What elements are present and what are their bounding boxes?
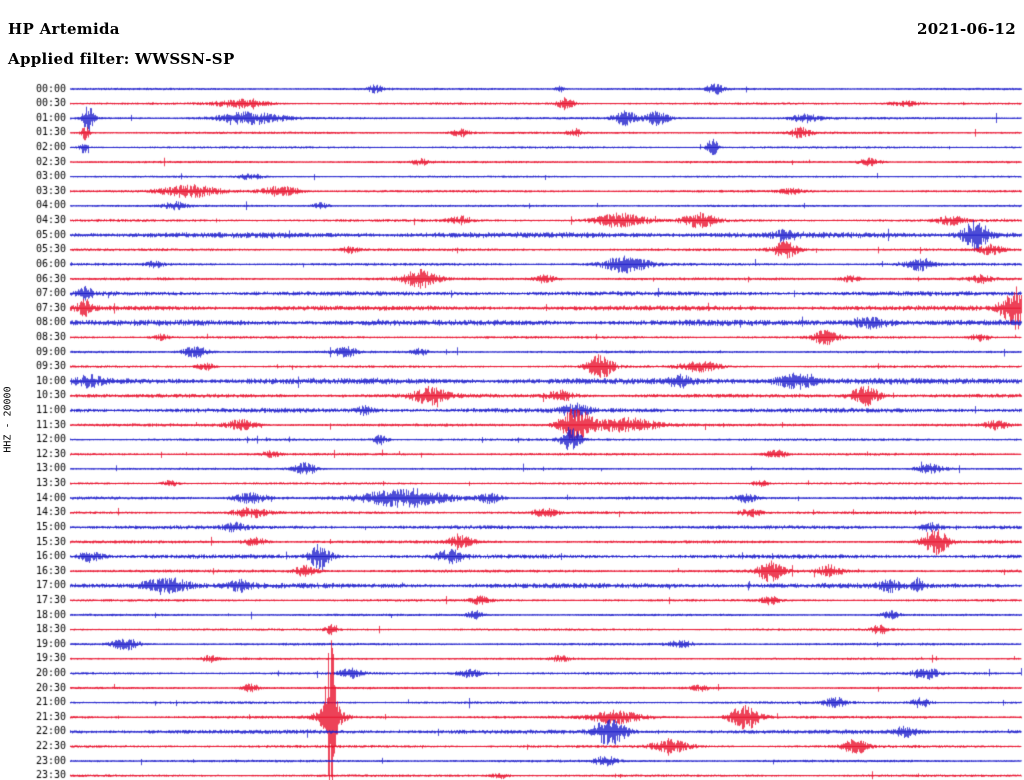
channel-axis-label: HHZ - 20000	[2, 386, 14, 453]
station-name: HP Artemida	[8, 20, 120, 38]
record-date: 2021-06-12	[917, 20, 1016, 38]
filter-label: Applied filter: WWSSN-SP	[8, 50, 235, 68]
